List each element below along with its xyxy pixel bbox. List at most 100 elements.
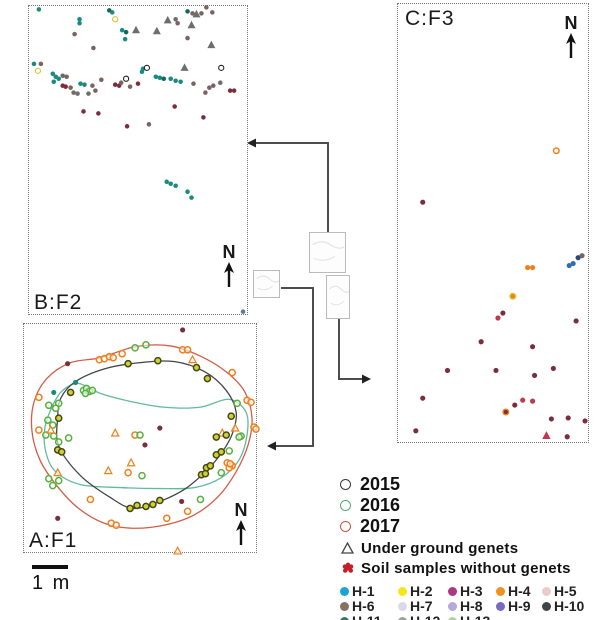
data-point [82,82,87,87]
data-point [179,498,185,505]
data-point [75,91,80,96]
data-point [495,315,501,321]
legend-item-h-5: H-5 [542,583,587,599]
data-point [231,88,237,93]
scale-bar: 1 m [32,565,71,595]
data-point [509,292,517,300]
data-point [520,397,526,403]
data-point [35,393,43,402]
data-point [86,91,91,96]
data-point [112,82,118,87]
data-point [93,88,98,93]
data-point [502,408,510,416]
scale-bar-line [32,565,68,569]
genet-ring [30,344,253,529]
data-point [173,545,183,555]
legend: 2015 2016 2017 Under ground genets [340,474,598,620]
data-point [566,262,572,269]
data-point [71,90,76,95]
data-point [126,504,134,513]
legend-item-h-2: H-2 [398,583,448,599]
data-point [51,404,60,413]
data-point [112,521,121,530]
data-point [247,398,255,407]
data-point [112,16,119,23]
connector-line [256,142,329,232]
data-point [152,26,161,35]
haplotype-dot-icon [448,616,457,620]
data-point [444,367,451,374]
haplotype-dot-icon [496,586,505,596]
arrowhead-icon [267,441,276,451]
data-point [34,67,42,74]
data-point [530,398,536,404]
haplotype-dot-icon [542,586,551,596]
data-point [91,45,96,51]
data-point [35,426,43,434]
data-point [192,9,201,18]
data-point [180,327,186,333]
data-point [222,431,231,439]
data-point [49,432,58,440]
data-point [126,457,136,467]
haplotype-dot-icon [448,586,457,596]
north-arrow-icon [236,520,246,545]
data-point [201,469,210,478]
data-point [227,412,236,421]
north-label: N [222,242,236,262]
data-point [60,73,65,79]
data-point [227,88,233,93]
data-point [548,416,554,422]
data-point [122,75,130,82]
data-point [201,115,206,120]
data-point [78,81,83,86]
data-point [218,64,225,71]
data-point [565,415,571,421]
panel-label-a-f1: A:F1 [29,529,78,552]
data-point [142,502,150,511]
year-2016-circle-icon [340,500,351,511]
data-point [530,344,536,350]
data-point [175,20,180,26]
data-point [48,481,57,490]
haplotype-label: H-2 [410,583,433,599]
data-point [124,124,130,129]
data-point [185,189,190,194]
data-point [211,83,216,88]
data-point [206,461,215,470]
haplotype-dot-icon [398,616,407,620]
north-arrow-a-f1: N [229,501,253,550]
map-inset-3 [253,270,280,298]
data-point [131,343,139,352]
data-point [135,81,141,86]
data-point [420,199,426,205]
data-point [77,20,82,26]
data-point [172,104,177,109]
legend-item-h-10: H-10 [542,598,587,614]
data-point [118,349,126,358]
data-point [531,372,538,378]
year-2015-circle-icon [340,479,351,490]
data-point [207,40,216,49]
haplotype-dot-icon [496,601,505,611]
data-point [180,63,189,71]
haplotype-label: H-13 [460,613,490,620]
data-point [36,7,42,12]
map-inset-2 [326,275,350,319]
legend-item-h-7: H-7 [398,598,448,614]
data-point [157,75,163,81]
data-point [230,423,240,432]
data-point [54,476,63,485]
data-point [153,74,159,80]
scatter-plot-c-f3 [413,147,588,440]
data-point [156,496,164,505]
data-point [138,471,146,480]
data-point [38,61,44,67]
data-point [185,35,190,41]
legend-soil-samples: Soil samples without genets [340,559,598,577]
data-point [164,179,170,185]
data-point [124,359,132,368]
north-arrow-icon [224,262,234,287]
data-point [564,434,570,440]
